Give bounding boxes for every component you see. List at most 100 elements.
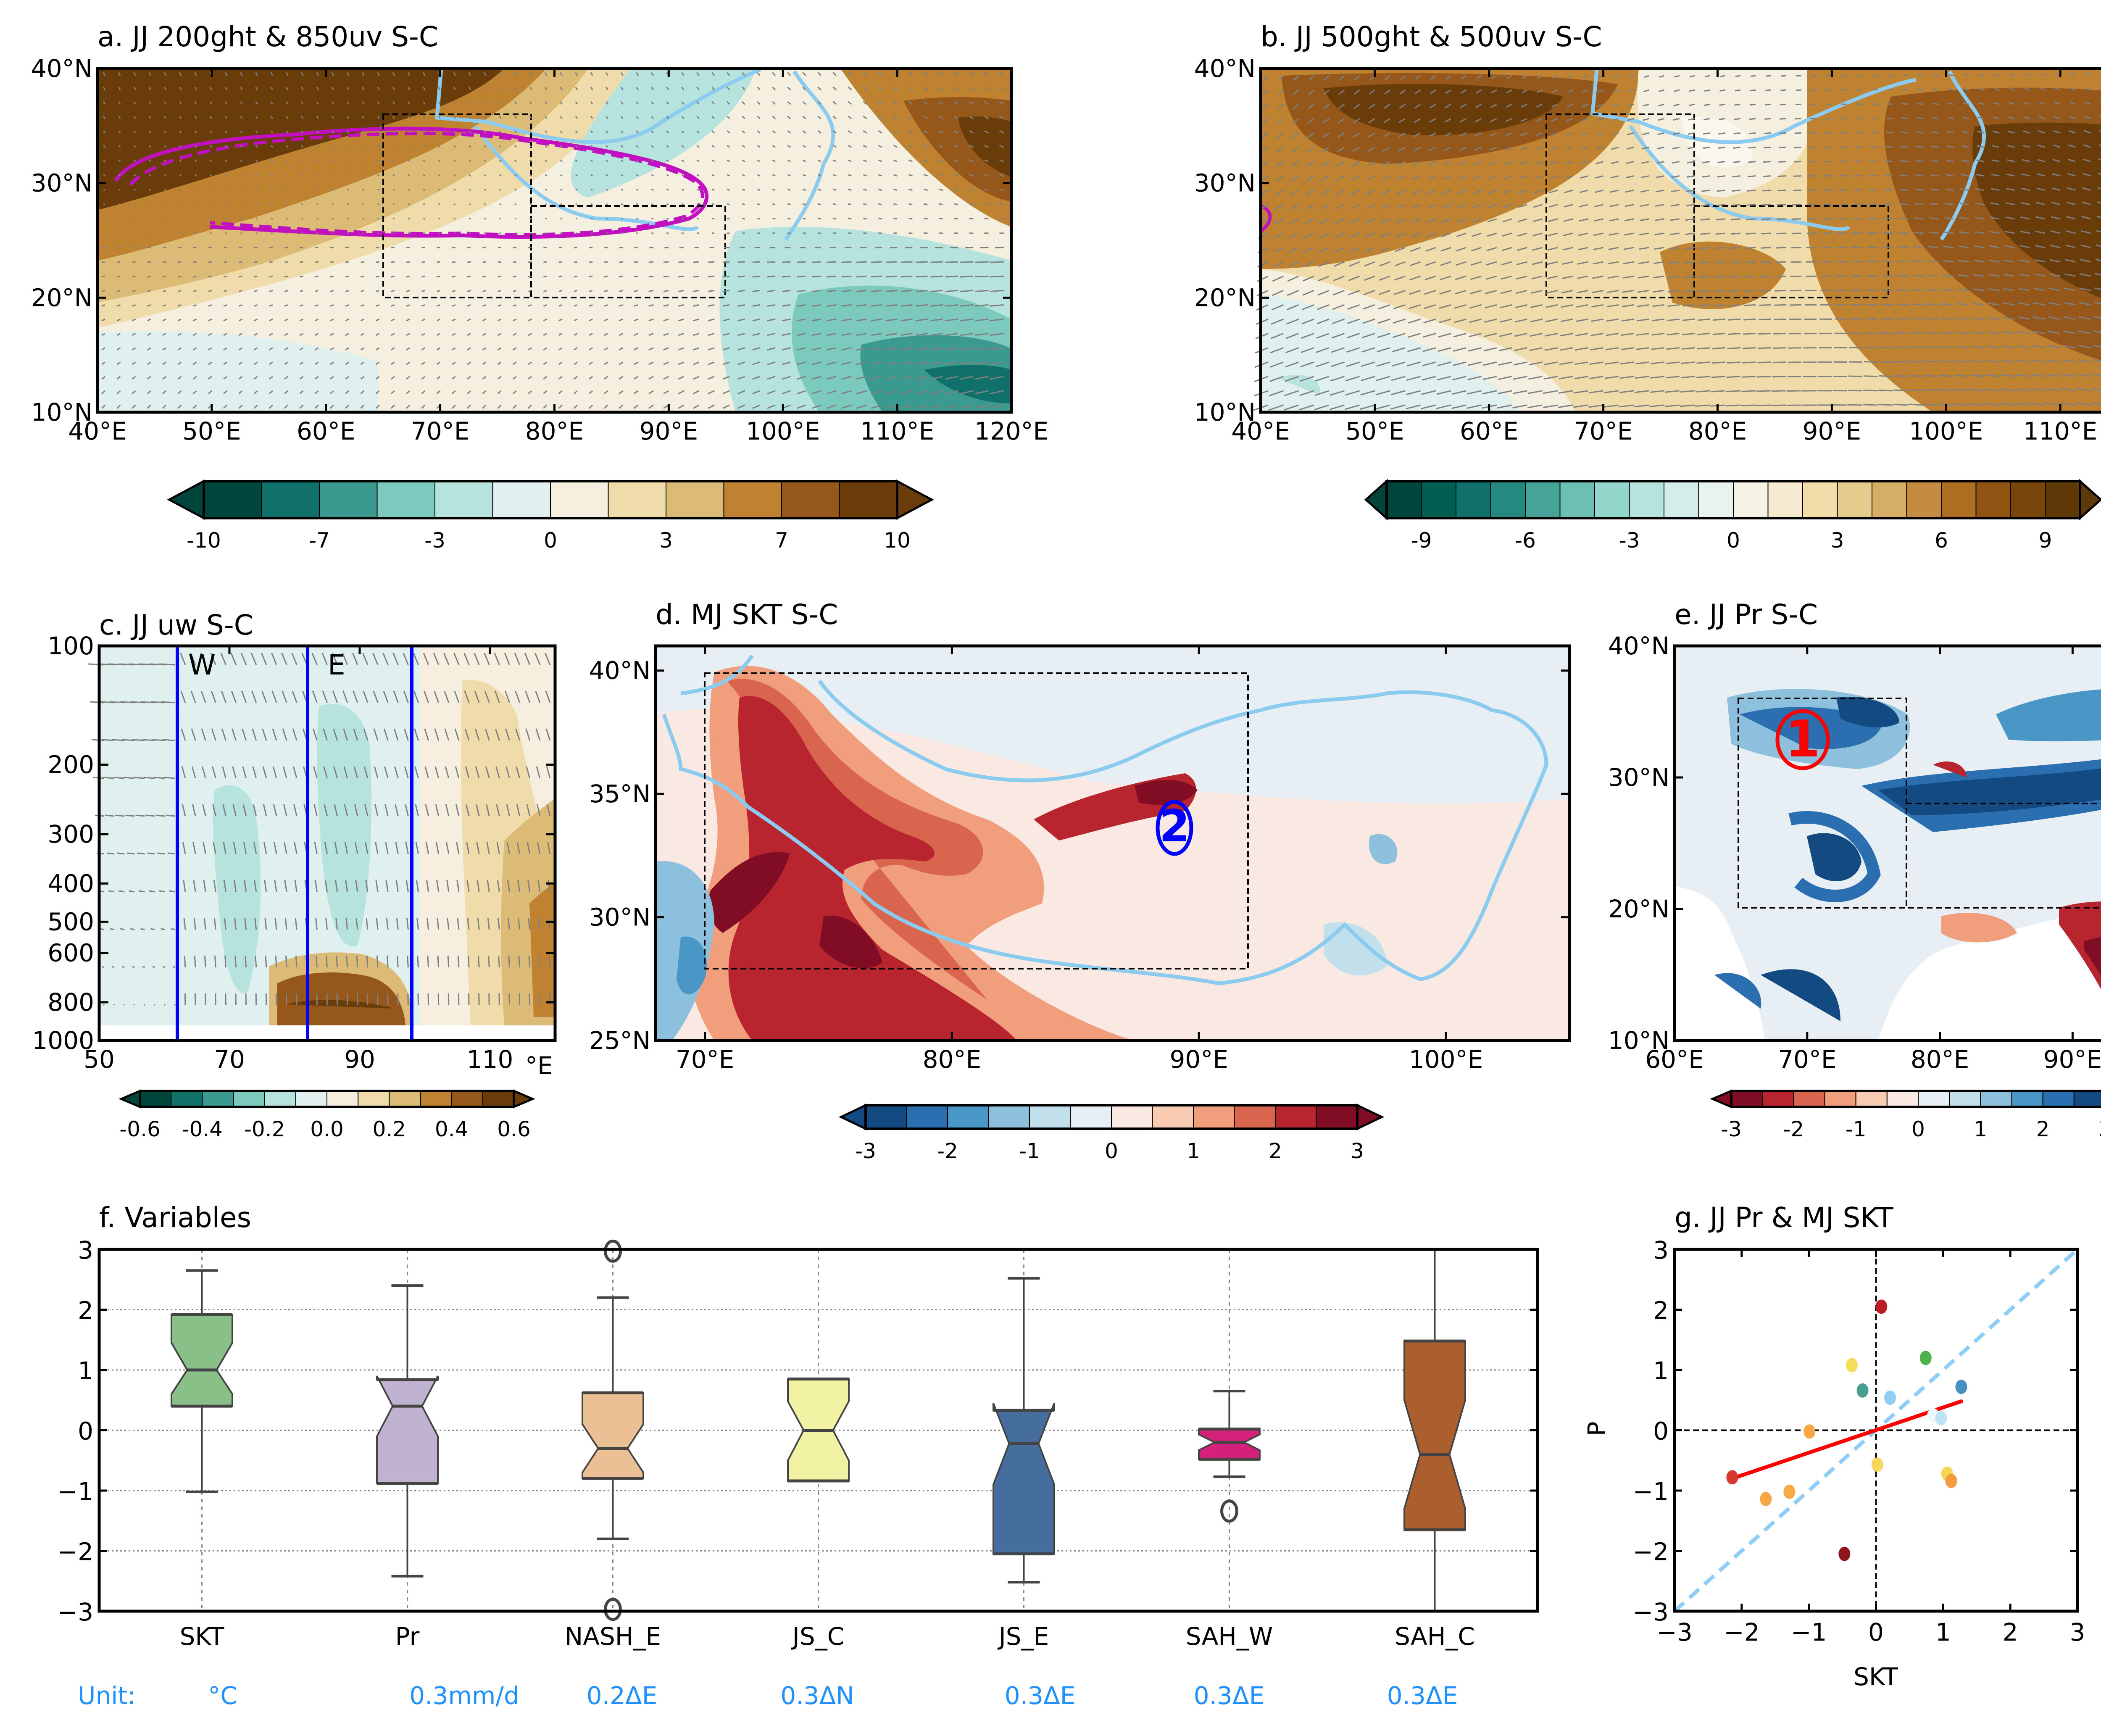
vector-arrow	[1563, 232, 1573, 236]
vector-arrow	[633, 319, 639, 321]
vector-arrow	[1608, 261, 1619, 265]
vector-arrow	[117, 852, 125, 855]
vector-arrow	[606, 174, 608, 176]
vector-arrow	[1413, 132, 1421, 137]
vector-arrow	[1946, 145, 1954, 148]
vector-arrow	[1730, 261, 1740, 263]
vector-arrow	[1674, 75, 1680, 78]
vector-arrow	[1424, 290, 1436, 295]
vector-arrow	[900, 361, 913, 365]
vector-arrow	[832, 116, 837, 119]
vector-arrow	[1717, 161, 1725, 163]
vector-arrow	[984, 116, 989, 119]
vector-arrow	[2064, 287, 2076, 291]
colorbar-swatch	[389, 1091, 421, 1107]
vector-arrow	[621, 174, 624, 176]
colorbar-swatch	[1559, 481, 1595, 519]
vector-arrow	[529, 174, 532, 176]
vector-arrow	[990, 290, 1004, 292]
colorbar-tick-label: 0	[1105, 1139, 1118, 1163]
vector-arrow	[193, 917, 196, 930]
vector-arrow	[1443, 161, 1451, 166]
vector-arrow	[498, 993, 500, 1006]
vector-arrow	[1946, 174, 1954, 177]
vector-arrow	[537, 880, 541, 892]
vector-arrow	[633, 333, 639, 336]
vector-arrow	[2091, 402, 2101, 405]
vector-arrow	[953, 86, 959, 91]
vector-arrow	[192, 404, 197, 409]
vector-arrow	[242, 804, 247, 817]
vector-arrow	[1519, 147, 1527, 151]
vector-arrow	[558, 275, 562, 278]
colorbar-tick-label: -3	[424, 528, 445, 553]
vector-arrow	[494, 690, 500, 703]
vector-arrow	[495, 766, 500, 779]
unit-label: 0.3ΔE	[1194, 1681, 1265, 1710]
colorbar-extend-high	[2079, 479, 2101, 521]
vector-arrow	[1993, 87, 2000, 91]
panel-c-uw-vectors	[88, 653, 551, 1006]
vector-arrow	[663, 275, 669, 278]
vector-arrow	[286, 174, 289, 176]
vector-arrow	[2039, 102, 2046, 105]
vector-arrow	[445, 842, 450, 854]
vector-arrow	[178, 275, 182, 278]
vector-arrow	[772, 203, 776, 205]
vector-arrow	[817, 130, 821, 134]
vector-arrow	[1306, 132, 1314, 138]
vector-arrow	[512, 404, 517, 409]
vector-arrow	[406, 390, 411, 395]
colorbar-tick-label: -7	[309, 528, 330, 553]
vector-arrow	[405, 842, 409, 854]
x-tick-label: 50°E	[1345, 417, 1404, 445]
vector-arrow	[886, 275, 898, 278]
vector-arrow	[484, 130, 487, 134]
vector-arrow	[2049, 259, 2061, 263]
vector-arrow	[2062, 345, 2076, 349]
vector-arrow	[1517, 218, 1527, 222]
vector-arrow	[1979, 74, 1985, 76]
colorbar-swatch	[1316, 1105, 1358, 1129]
vector-arrow	[1376, 376, 1390, 381]
vector-arrow	[1442, 204, 1451, 209]
vector-arrow	[314, 404, 319, 409]
vector-arrow	[162, 376, 167, 380]
vector-arrow	[1287, 261, 1299, 268]
vector-arrow	[1974, 245, 1985, 248]
vector-arrow	[1638, 290, 1649, 293]
vector-arrow	[375, 361, 380, 365]
vector-arrow	[1624, 204, 1634, 207]
vector-arrow	[1606, 304, 1619, 308]
panel-d-skt-field	[656, 646, 1569, 1041]
vector-arrow	[1704, 75, 1710, 78]
vector-arrow	[210, 653, 216, 665]
vector-arrow	[162, 347, 166, 350]
vector-arrow	[293, 804, 298, 817]
vector-arrow	[208, 376, 212, 380]
vector-arrow	[1482, 376, 1497, 380]
vector-arrow	[538, 917, 541, 930]
colorbar-extend-high	[1356, 1104, 1385, 1130]
vector-arrow	[528, 404, 532, 409]
vector-arrow	[1582, 103, 1588, 107]
vector-arrow	[1517, 247, 1527, 251]
vector-arrow	[1985, 374, 2000, 377]
vector-arrow	[1261, 118, 1269, 124]
vector-arrow	[315, 319, 319, 321]
vector-arrow	[1425, 261, 1436, 266]
vector-arrow	[148, 72, 152, 76]
vector-arrow	[1456, 247, 1466, 252]
vector-arrow	[1930, 188, 1939, 191]
vector-arrow	[232, 728, 237, 741]
panel-a-sah-contour-dashed	[129, 132, 704, 237]
vector-arrow	[1375, 404, 1390, 410]
vector-arrow	[548, 917, 551, 930]
vector-arrow	[1551, 132, 1558, 136]
vector-arrow	[200, 653, 206, 665]
vector-arrow	[1956, 317, 1969, 320]
vector-arrow	[2062, 373, 2076, 377]
x-tick-label: 60°E	[1645, 1045, 1703, 1074]
vector-arrow	[356, 955, 358, 968]
vector-arrow	[225, 159, 228, 162]
